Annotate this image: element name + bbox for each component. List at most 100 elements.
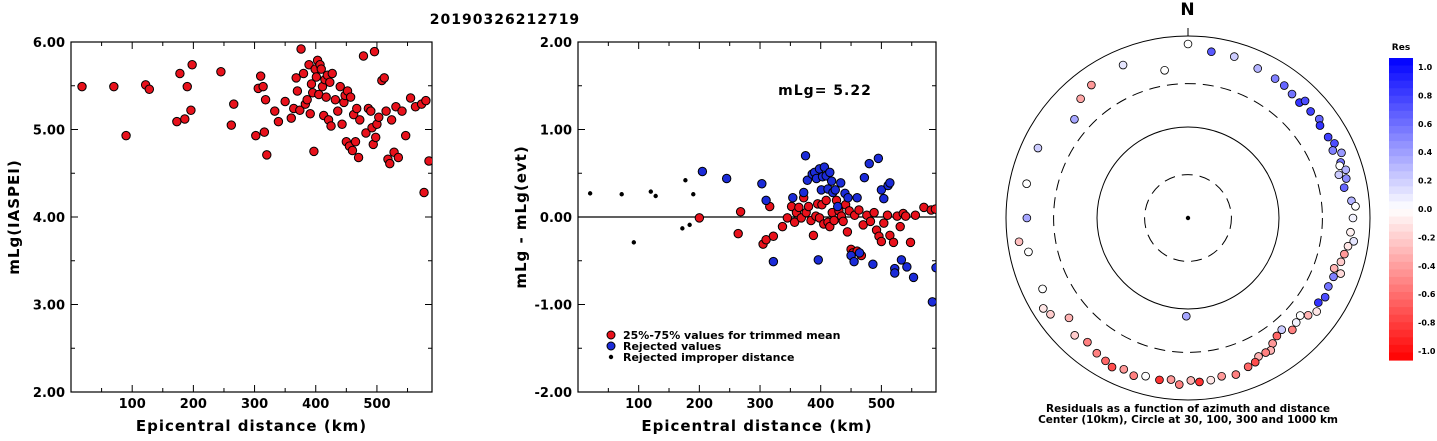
data-point: [309, 146, 319, 157]
dashed-distance-ring: [1144, 174, 1232, 262]
station-residual-point: [1337, 148, 1346, 158]
data-point: [905, 237, 916, 248]
polar-caption-line1: Residuals as a function of azimuth and d…: [1046, 403, 1330, 415]
panel-polar-residuals: N Residuals as a function of azimuth and …: [1005, 0, 1371, 426]
x-tick-label: 100: [119, 397, 146, 412]
x-tick-label: 400: [302, 397, 329, 412]
data-point: [885, 178, 895, 188]
y-tick-label: 4.00: [33, 211, 65, 226]
station-residual-point: [1076, 94, 1085, 104]
data-point: [854, 205, 864, 215]
data-point: [927, 297, 936, 307]
data-point: [908, 272, 919, 283]
station-residual-point: [1183, 39, 1193, 49]
data-point: [361, 128, 371, 138]
station-residual-point: [1349, 236, 1359, 246]
station-residual-point: [1324, 282, 1333, 291]
colorbar-title: Res: [1392, 43, 1410, 53]
station-residual-point: [1295, 311, 1305, 320]
station-residual-point: [1250, 357, 1260, 367]
colorbar-segment: [1389, 73, 1413, 82]
colorbar-segment: [1389, 216, 1413, 225]
data-point: [305, 109, 315, 119]
data-point: [843, 193, 853, 203]
station-residual-point: [1329, 264, 1339, 273]
y-tick-label: 5.00: [33, 124, 65, 139]
data-point: [802, 175, 813, 185]
data-point: [931, 263, 936, 273]
colorbar-tick-label: 0.2: [1418, 177, 1432, 186]
data-point: [400, 130, 411, 141]
colorbar-segment: [1389, 95, 1413, 104]
data-point: [868, 259, 878, 269]
station-residual-point: [1206, 375, 1216, 385]
station-residual-point: [1014, 237, 1024, 247]
station-residual-point: [1340, 249, 1349, 259]
data-point: [865, 216, 876, 227]
colorbar-segment: [1389, 193, 1413, 203]
legend-marker: [606, 341, 616, 351]
colorbar-segment: [1389, 141, 1413, 150]
data-point: [286, 113, 296, 123]
data-point: [902, 262, 912, 272]
station-residual-point: [1336, 269, 1345, 278]
data-point: [144, 84, 155, 94]
data-point: [270, 106, 280, 116]
colorbar-tick-label: -0.8: [1418, 319, 1436, 328]
data-point: [369, 46, 380, 57]
data-point: [694, 213, 705, 223]
data-point: [813, 255, 823, 265]
y-tick-label: 6.00: [33, 36, 65, 51]
data-point: [896, 255, 907, 265]
y-tick-label: 2.00: [33, 386, 65, 401]
data-point: [888, 237, 899, 248]
data-point: [175, 68, 185, 79]
station-residual-point: [1351, 201, 1360, 211]
station-residual-point: [1334, 170, 1344, 180]
x-axis-label: Epicentral distance (km): [136, 417, 367, 435]
data-point: [172, 116, 182, 127]
station-residual-point: [1174, 380, 1184, 389]
data-point: [327, 68, 337, 79]
data-point: [789, 217, 800, 227]
data-point: [836, 178, 846, 188]
mlg-annotation: mLg= 5.22: [778, 83, 872, 99]
colorbar-segment: [1389, 186, 1413, 195]
solid-distance-ring: [1096, 126, 1280, 310]
data-point: [876, 236, 887, 247]
data-point: [854, 248, 865, 258]
colorbar-segment: [1389, 65, 1413, 74]
colorbar-segment: [1389, 148, 1413, 157]
station-residual-point: [1181, 311, 1191, 321]
data-point: [803, 201, 814, 212]
station-residual-point: [1300, 96, 1310, 106]
data-point: [879, 218, 889, 228]
colorbar-tick-label: -0.2: [1418, 233, 1436, 242]
station-residual-point: [1070, 115, 1079, 124]
data-point: [345, 92, 356, 102]
data-point: [405, 93, 416, 103]
data-point: [355, 115, 365, 125]
colorbar-tick-label: -0.6: [1418, 290, 1436, 299]
data-point: [397, 106, 407, 116]
data-point: [419, 187, 429, 198]
station-residual-point: [1279, 81, 1289, 90]
colorbar-segment: [1389, 231, 1413, 240]
data-point: [187, 60, 197, 70]
data-point: [385, 158, 395, 169]
colorbar-segment: [1389, 299, 1413, 308]
station-residual-point: [1341, 174, 1351, 183]
colorbar-segment: [1389, 344, 1413, 354]
station-residual-point: [1303, 310, 1313, 320]
station-residual-point: [1092, 348, 1102, 358]
station-residual-point: [1243, 362, 1253, 372]
data-point: [910, 210, 921, 220]
data-point: [825, 167, 835, 178]
data-point: [879, 193, 889, 204]
colorbar-segment: [1389, 133, 1413, 142]
colorbar-segment: [1389, 329, 1413, 338]
data-point: [735, 207, 746, 217]
data-point: [182, 81, 192, 92]
colorbar-segment: [1389, 58, 1413, 67]
data-point: [768, 231, 779, 241]
